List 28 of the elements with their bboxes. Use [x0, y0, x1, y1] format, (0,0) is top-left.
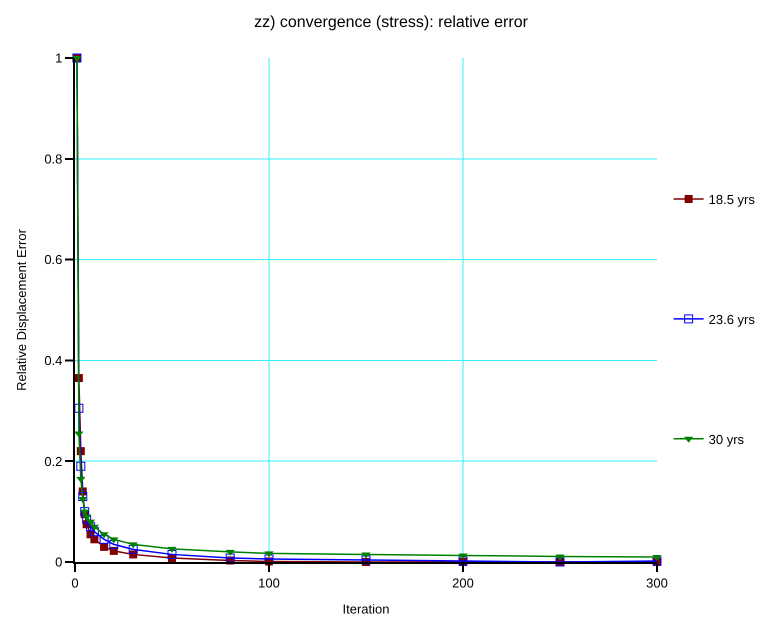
point [168, 550, 176, 559]
point [100, 534, 109, 544]
y-tick-label: 0.6 [44, 252, 62, 268]
y-tick-label: 1 [55, 50, 62, 66]
y-tick-label: 0 [55, 554, 62, 570]
y-tick-label: 0.2 [44, 454, 62, 469]
point [78, 492, 88, 501]
point [109, 540, 118, 549]
point [82, 514, 92, 524]
x-tick-label: 100 [258, 576, 280, 591]
point [76, 462, 86, 471]
point [80, 507, 90, 516]
x-tick-label: 200 [452, 576, 474, 591]
legend-label: 18.5 yrs [708, 192, 756, 208]
x-tick-label: 300 [646, 576, 668, 591]
x-axis-title: Iteration [342, 602, 390, 617]
point [74, 404, 84, 413]
point [226, 553, 235, 562]
y-tick-label: 0.4 [44, 352, 62, 368]
legend-label: 30 yrs [708, 432, 745, 447]
y-axis-title: Relative Displacement Error [14, 228, 29, 391]
legend-label: 23.6 yrs [708, 312, 756, 327]
point [90, 527, 99, 536]
point [86, 522, 96, 532]
chart-title: zz) convergence (stress): relative error [254, 14, 529, 31]
y-tick-label: 0.8 [44, 151, 62, 166]
x-tick-label: 0 [71, 576, 79, 591]
point [128, 544, 138, 554]
